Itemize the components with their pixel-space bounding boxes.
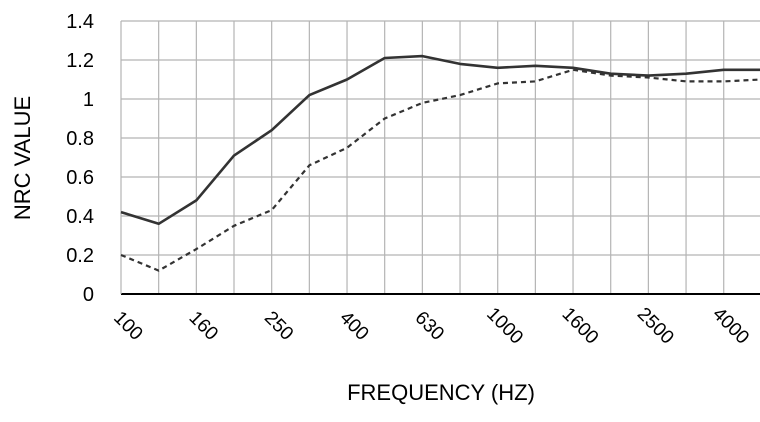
- x-tick-label: 250: [260, 307, 297, 344]
- y-tick-label: 1.4: [66, 11, 94, 33]
- x-tick-label: 1600: [558, 304, 603, 349]
- x-tick-label: 160: [185, 307, 222, 344]
- y-tick-label: 0.6: [66, 167, 94, 189]
- x-tick-label: 100: [109, 307, 146, 344]
- x-tick-label: 1000: [482, 304, 527, 349]
- y-tick-label: 0: [83, 284, 94, 306]
- y-tick-label: 0.4: [66, 206, 94, 228]
- y-tick-label: 1: [83, 89, 94, 111]
- x-tick-label: 630: [411, 307, 448, 344]
- y-tick-label: 0.2: [66, 245, 94, 267]
- x-tick-label: 400: [335, 307, 372, 344]
- y-tick-label: 1.2: [66, 50, 94, 72]
- series-layer: [120, 54, 760, 272]
- x-tick-label: 2500: [633, 304, 678, 349]
- y-tick-label: 0.8: [66, 128, 94, 150]
- y-axis-label: NRC VALUE: [10, 96, 35, 220]
- axis-layer: 0 0.2 0.4 0.6 0.8 1 1.2 1.4 100 160 250 400 630 1000 1…: [66, 11, 760, 348]
- series-line-dashed: [120, 68, 760, 272]
- series-line-solid: [120, 54, 760, 226]
- grid-layer: [121, 20, 760, 294]
- x-axis-label: FREQUENCY (HZ): [347, 380, 535, 405]
- label-layer: NRC VALUE FREQUENCY (HZ): [10, 96, 535, 405]
- x-tick-label: 4000: [708, 304, 753, 349]
